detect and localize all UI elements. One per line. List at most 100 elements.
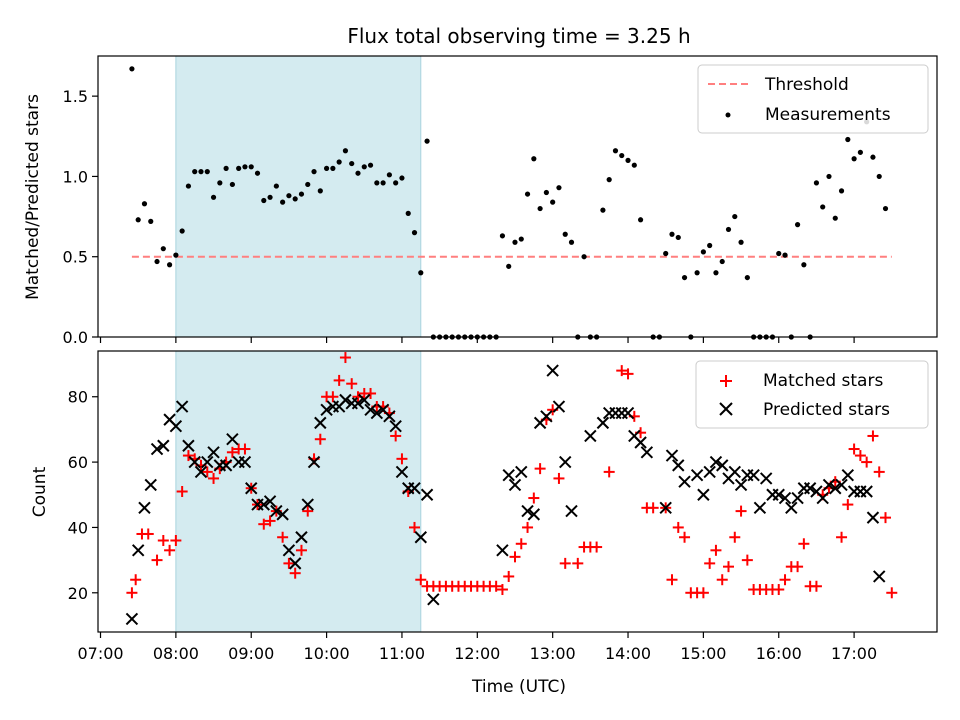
matched-star-point bbox=[603, 466, 615, 478]
predicted-star-point bbox=[188, 455, 201, 469]
top-panel: 0.0 0.5 1.0 1.5 Matched/Predicted stars Thr… bbox=[23, 55, 938, 347]
measurement-point bbox=[355, 170, 361, 176]
bottom-legend: Matched stars Predicted stars bbox=[695, 360, 929, 429]
measurement-point bbox=[399, 175, 405, 181]
matched-star-point bbox=[226, 446, 238, 458]
predicted-star-point bbox=[665, 449, 679, 462]
measurement-point bbox=[619, 152, 625, 159]
predicted-star-point bbox=[734, 478, 748, 492]
predicted-star-point bbox=[540, 410, 553, 423]
bottom-y-tick-label: 80 bbox=[68, 388, 88, 407]
bottom-panel: 20 40 60 80 07:00 08:00 09:00 10:00 11:00 12:00 1… bbox=[30, 350, 938, 697]
bottom-y-tick-label: 60 bbox=[68, 453, 88, 472]
predicted-star-point bbox=[559, 455, 572, 469]
measurement-point bbox=[342, 148, 349, 154]
matched-star-point bbox=[572, 557, 584, 569]
measurement-point bbox=[141, 201, 148, 207]
measurements-legend-swatch bbox=[725, 112, 731, 118]
predicted-star-point bbox=[621, 406, 635, 420]
measurement-point bbox=[217, 180, 223, 186]
predicted-star-point bbox=[144, 478, 157, 492]
matched-star-point bbox=[496, 584, 508, 596]
bottom-x-tick-label: 15:00 bbox=[680, 644, 726, 663]
matched-star-point bbox=[522, 521, 534, 533]
bottom-x-tick-label: 11:00 bbox=[379, 644, 425, 663]
measurement-point bbox=[550, 199, 556, 205]
predicted-star-point bbox=[383, 410, 396, 423]
matched-star-point bbox=[314, 433, 326, 445]
measurement-point bbox=[826, 173, 832, 180]
measurements-legend-label: Measurements bbox=[765, 105, 891, 125]
predicted-star-point bbox=[716, 459, 729, 472]
measurement-point bbox=[813, 180, 820, 186]
matched-star-point bbox=[182, 450, 194, 462]
top-y-tick-label: 1.0 bbox=[63, 167, 88, 186]
predicted-star-point bbox=[791, 491, 804, 505]
measurement-point bbox=[223, 165, 229, 171]
predicted-star-point bbox=[364, 403, 377, 417]
measurement-point bbox=[725, 226, 732, 233]
predicted-star-point bbox=[358, 393, 371, 407]
bottom-x-tick-label: 17:00 bbox=[831, 644, 877, 663]
bottom-shaded-interval bbox=[175, 350, 422, 633]
predicted-star-point bbox=[131, 544, 145, 557]
measurement-point bbox=[411, 230, 418, 236]
measurement-point bbox=[192, 169, 198, 175]
matched-star-point bbox=[258, 518, 270, 530]
measurement-point bbox=[236, 165, 242, 171]
measurement-point bbox=[499, 233, 506, 239]
predicted-star-point bbox=[301, 498, 314, 511]
measurement-point bbox=[148, 218, 154, 224]
measurement-point bbox=[719, 258, 725, 265]
matched-star-point bbox=[666, 574, 678, 586]
matched-star-point bbox=[710, 544, 722, 556]
predicted-star-point bbox=[175, 400, 189, 413]
matched-stars-legend-label: Matched stars bbox=[763, 371, 883, 391]
bottom-x-tick-label: 12:00 bbox=[454, 644, 500, 663]
bottom-y-axis: 20 40 60 80 bbox=[68, 388, 98, 603]
top-plot-marks bbox=[129, 66, 892, 340]
measurement-point bbox=[568, 239, 575, 245]
predicted-stars-legend-label: Predicted stars bbox=[763, 400, 890, 420]
bottom-x-tick-label: 14:00 bbox=[605, 644, 651, 663]
measurement-point bbox=[280, 199, 286, 205]
predicted-star-point bbox=[157, 439, 170, 452]
measurement-point bbox=[531, 156, 537, 162]
measurement-point bbox=[405, 210, 411, 216]
measurement-point bbox=[323, 165, 330, 171]
measurement-point bbox=[330, 165, 336, 171]
matched-star-point bbox=[396, 453, 408, 465]
predicted-star-point bbox=[772, 488, 785, 501]
matched-star-point bbox=[164, 544, 176, 556]
predicted-star-point bbox=[596, 416, 610, 430]
matched-star-point bbox=[151, 554, 163, 566]
measurement-point bbox=[669, 231, 675, 237]
predicted-star-point bbox=[515, 465, 528, 479]
bottom-x-tick-label: 10:00 bbox=[304, 644, 350, 663]
bottom-legend-box bbox=[695, 360, 929, 429]
measurement-point bbox=[801, 262, 807, 268]
measurement-point bbox=[418, 270, 424, 276]
predicted-star-point bbox=[709, 455, 723, 469]
predicted-star-point bbox=[295, 531, 308, 544]
measurement-point bbox=[367, 162, 374, 168]
top-y-tick-label: 1.5 bbox=[63, 87, 88, 106]
matched-star-point bbox=[157, 535, 169, 547]
predicted-star-point bbox=[678, 475, 691, 488]
bottom-axes-frame bbox=[97, 350, 938, 633]
measurement-point bbox=[606, 177, 612, 183]
top-legend-box bbox=[697, 64, 929, 134]
matched-star-point bbox=[773, 584, 785, 596]
measurement-point bbox=[776, 250, 782, 257]
predicted-star-point bbox=[420, 488, 434, 501]
predicted-star-point bbox=[609, 406, 622, 420]
predicted-star-point bbox=[226, 433, 239, 446]
matched-star-point bbox=[365, 387, 377, 399]
measurement-point bbox=[675, 234, 681, 241]
measurement-point bbox=[556, 185, 562, 191]
measurement-point bbox=[248, 164, 254, 170]
measurement-point bbox=[857, 149, 863, 155]
measurement-point bbox=[305, 181, 311, 188]
predicted-star-point bbox=[320, 403, 333, 417]
